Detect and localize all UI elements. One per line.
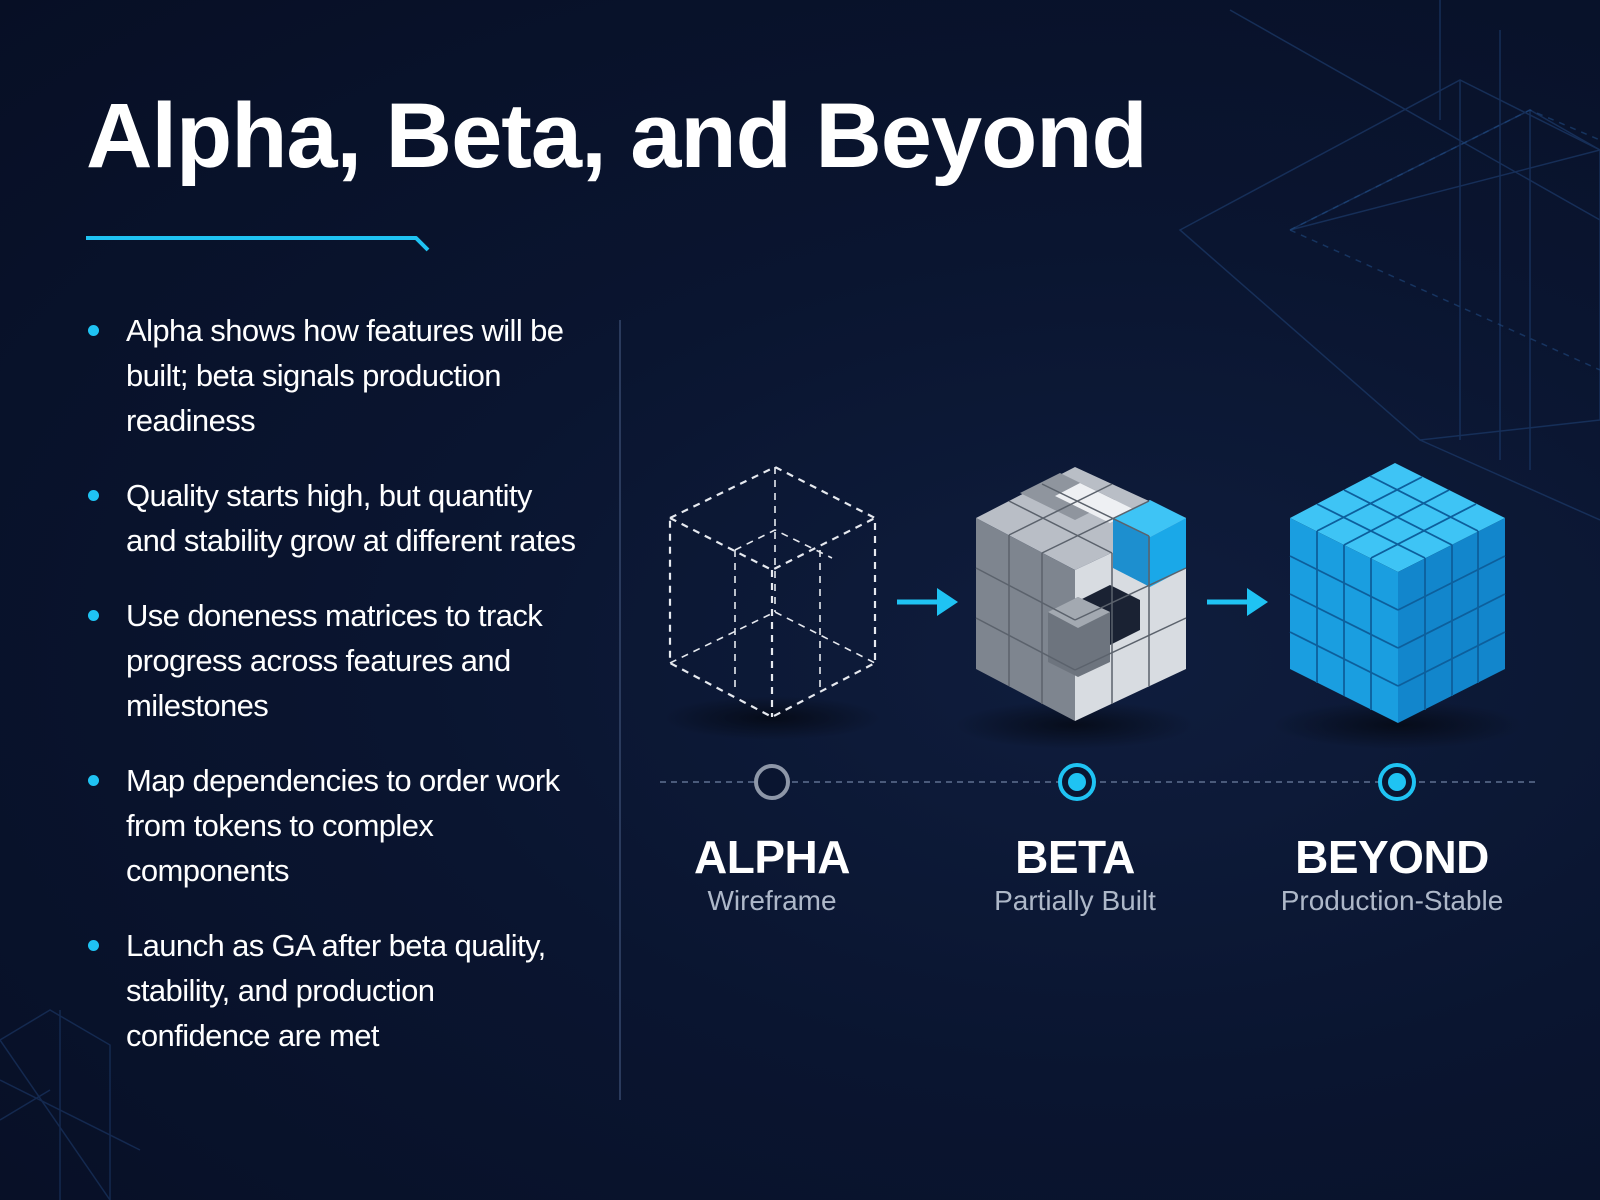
bullet-dot-icon — [88, 325, 99, 336]
bullet-item: Map dependencies to order work from toke… — [86, 758, 586, 893]
alpha-marker — [754, 764, 790, 800]
partial-cube-icon — [975, 467, 1187, 721]
stage-sublabel-beyond: Production-Stable — [1280, 885, 1504, 916]
bullet-item: Alpha shows how features will be built; … — [86, 308, 586, 443]
bullet-dot-icon — [88, 775, 99, 786]
beyond-marker — [1378, 763, 1416, 801]
bullet-dot-icon — [88, 940, 99, 951]
page-title: Alpha, Beta, and Beyond — [86, 85, 1148, 187]
bullet-list: Alpha shows how features will be built; … — [86, 308, 586, 1088]
stage-label-beyond: BEYOND — [1295, 831, 1489, 883]
title-underline — [86, 236, 430, 252]
wireframe-cube-icon — [668, 465, 877, 719]
stage-label-alpha: ALPHA — [694, 831, 850, 883]
beta-shadow — [955, 701, 1195, 749]
alpha-shadow — [662, 696, 882, 740]
beta-marker — [1058, 763, 1096, 801]
solid-cube-icon — [1289, 463, 1506, 723]
bullet-text: Quality starts high, but quantity and st… — [126, 478, 576, 558]
bullet-text: Map dependencies to order work from toke… — [126, 763, 560, 888]
beyond-shadow — [1273, 701, 1523, 749]
stage-sublabel-beta: Partially Built — [994, 885, 1156, 916]
arrow-right-icon — [1207, 588, 1268, 616]
bullet-dot-icon — [88, 490, 99, 501]
arrow-right-icon — [897, 588, 958, 616]
bullet-text: Use doneness matrices to track progress … — [126, 598, 543, 723]
bullet-item: Launch as GA after beta quality, stabili… — [86, 923, 586, 1058]
stage-label-beta: BETA — [1015, 831, 1135, 883]
bullet-text: Launch as GA after beta quality, stabili… — [126, 928, 546, 1053]
stage-sublabel-alpha: Wireframe — [707, 885, 837, 916]
bullet-item: Quality starts high, but quantity and st… — [86, 473, 586, 563]
bullet-dot-icon — [88, 610, 99, 621]
bullet-item: Use doneness matrices to track progress … — [86, 593, 586, 728]
vertical-divider — [619, 320, 621, 1100]
bullet-text: Alpha shows how features will be built; … — [126, 313, 564, 438]
